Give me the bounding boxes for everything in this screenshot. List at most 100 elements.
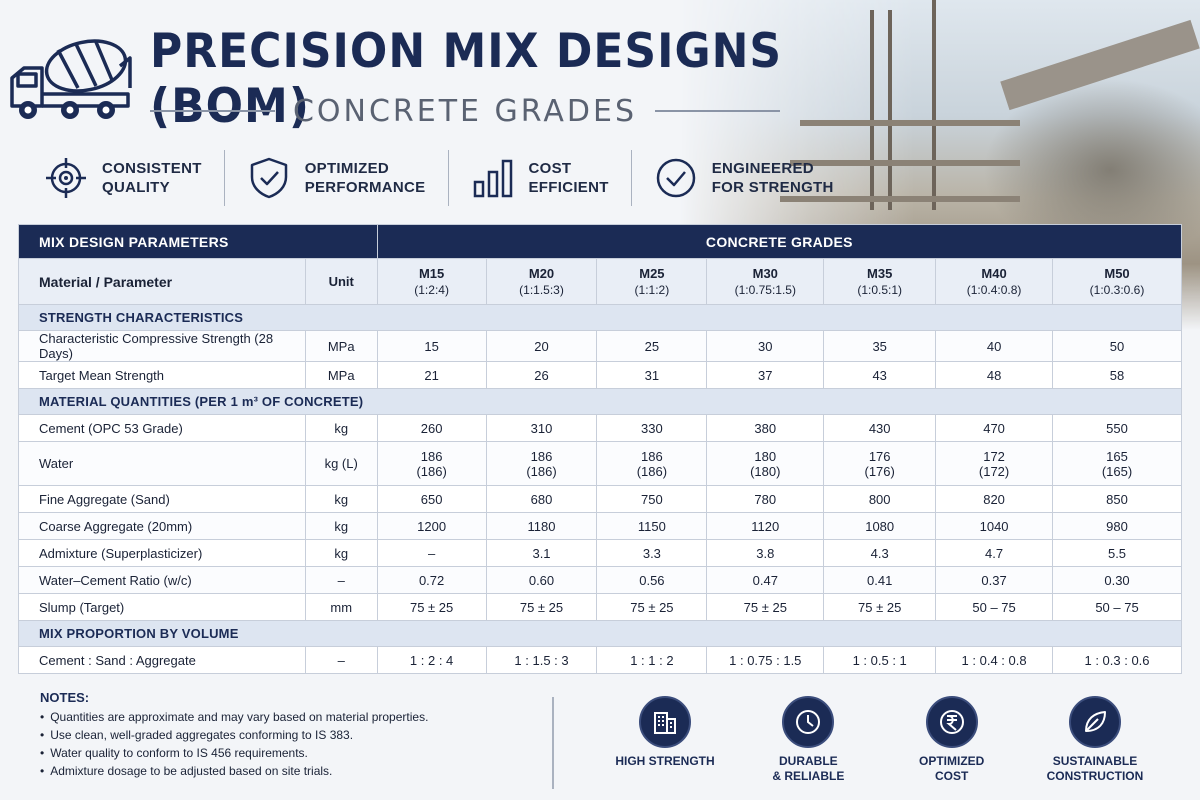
value-cell: 800 bbox=[823, 485, 937, 513]
subtitle-row: CONCRETE GRADES bbox=[150, 93, 780, 129]
unit-cell: kg bbox=[304, 512, 378, 540]
badge-optimized-cost: OPTIMIZED COST bbox=[887, 696, 1017, 784]
grade-header-m40: M40 (1:0.4:0.8) bbox=[935, 258, 1054, 305]
unit-cell: kg bbox=[304, 539, 378, 567]
value-cell: 260 bbox=[376, 414, 487, 442]
value-cell: 37 bbox=[706, 361, 825, 389]
mixer-truck-logo bbox=[8, 28, 133, 123]
value-cell: 20 bbox=[485, 330, 598, 362]
section-title: MIX PROPORTION BY VOLUME bbox=[18, 620, 1182, 647]
value-cell: 1040 bbox=[935, 512, 1054, 540]
value-cell: 186 (186) bbox=[485, 441, 598, 486]
leaf-icon bbox=[1068, 696, 1121, 748]
value-cell: 26 bbox=[485, 361, 598, 389]
value-cell: 680 bbox=[485, 485, 598, 513]
value-cell: 75 ± 25 bbox=[485, 593, 598, 621]
notes-title: NOTES: bbox=[40, 690, 90, 705]
page-title: PRECISION MIX DESIGNS (BOM) bbox=[150, 23, 783, 135]
subtitle-rule-right bbox=[655, 110, 780, 112]
value-cell: 186 (186) bbox=[376, 441, 487, 486]
header-concrete-grades: CONCRETE GRADES bbox=[376, 224, 1183, 259]
value-cell: 1200 bbox=[376, 512, 487, 540]
value-cell: 1180 bbox=[485, 512, 598, 540]
grade-ratio: (1:0.4:0.8) bbox=[966, 282, 1022, 297]
value-cell: 980 bbox=[1052, 512, 1182, 540]
grade-name: M30 bbox=[752, 265, 778, 281]
value-cell: 310 bbox=[485, 414, 598, 442]
value-cell: 0.72 bbox=[376, 566, 487, 594]
value-cell: 21 bbox=[376, 361, 487, 389]
parameter-cell: Slump (Target) bbox=[18, 593, 306, 621]
table-row: Admixture (Superplasticizer) kg –3.1 3.3 3.8… bbox=[18, 539, 1182, 567]
clock-icon bbox=[782, 696, 835, 748]
value-cell: 0.41 bbox=[823, 566, 937, 594]
value-cell: 75 ± 25 bbox=[376, 593, 487, 621]
parameter-cell: Characteristic Compressive Strength (28 … bbox=[18, 330, 306, 362]
value-cell: 4.7 bbox=[935, 539, 1054, 567]
grade-name: M35 bbox=[867, 265, 893, 281]
value-cell: 780 bbox=[706, 485, 825, 513]
unit-cell: mm bbox=[304, 593, 378, 621]
unit-cell: – bbox=[304, 566, 378, 594]
section-title: STRENGTH CHARACTERISTICS bbox=[18, 304, 1182, 331]
parameter-cell: Cement : Sand : Aggregate bbox=[18, 646, 306, 674]
table-row: Cement (OPC 53 Grade) kg 260 310 330 380 430 47… bbox=[18, 414, 1182, 442]
note-item: Use clean, well-graded aggregates confor… bbox=[40, 728, 520, 742]
parameter-cell: Target Mean Strength bbox=[18, 361, 306, 389]
target-icon bbox=[46, 158, 86, 198]
grade-ratio: (1:2:4) bbox=[414, 282, 449, 297]
grade-ratio: (1:1.5:3) bbox=[519, 282, 564, 297]
badge-label: DURABLE & RELIABLE bbox=[772, 754, 845, 783]
table-row: Water kg (L) 186 (186) 186 (186) 186 (186) 18… bbox=[18, 441, 1182, 486]
value-cell: 0.60 bbox=[485, 566, 598, 594]
value-cell: 4.3 bbox=[823, 539, 937, 567]
section-title: MATERIAL QUANTITIES (PER 1 m³ OF CONCRET… bbox=[18, 388, 1182, 415]
unit-cell: – bbox=[304, 646, 378, 674]
feature-cost-efficient: COST EFFICIENT bbox=[447, 150, 631, 206]
value-cell: 48 bbox=[935, 361, 1054, 389]
value-cell: 3.8 bbox=[706, 539, 825, 567]
value-cell: 550 bbox=[1052, 414, 1182, 442]
grade-header-m25: M25 (1:1:2) bbox=[596, 258, 708, 305]
page-subtitle: CONCRETE GRADES bbox=[292, 93, 638, 129]
notes-list: Quantities are approximate and may vary … bbox=[40, 710, 520, 778]
unit-cell: kg (L) bbox=[304, 441, 378, 486]
unit-cell: kg bbox=[304, 414, 378, 442]
badge-label: HIGH STRENGTH bbox=[615, 754, 715, 768]
value-cell: 176 (176) bbox=[823, 441, 937, 486]
value-cell: 1 : 0.3 : 0.6 bbox=[1052, 646, 1182, 674]
grade-name: M40 bbox=[981, 265, 1007, 281]
value-cell: 3.1 bbox=[485, 539, 598, 567]
table-row: Fine Aggregate (Sand) kg 650 680 750 780 800 82… bbox=[18, 485, 1182, 513]
value-cell: 0.56 bbox=[596, 566, 708, 594]
value-cell: 15 bbox=[376, 330, 487, 362]
feature-label: OPTIMIZED PERFORMANCE bbox=[304, 160, 426, 196]
building-icon bbox=[639, 696, 691, 748]
value-cell: 1 : 0.5 : 1 bbox=[823, 646, 937, 674]
value-cell: 1 : 2 : 4 bbox=[376, 646, 487, 674]
badge-durable-reliable: DURABLE & RELIABLE bbox=[743, 696, 873, 784]
grade-ratio: (1:0.3:0.6) bbox=[1089, 282, 1145, 297]
section-header-row: STRENGTH CHARACTERISTICS bbox=[18, 304, 1182, 331]
grade-ratio: (1:0.75:1.5) bbox=[734, 282, 796, 297]
col-material-parameter: Material / Parameter bbox=[18, 258, 306, 305]
badge-label: OPTIMIZED COST bbox=[918, 754, 985, 783]
table-row: Slump (Target) mm 75 ± 25 75 ± 25 75 ± 25 75 … bbox=[18, 593, 1182, 621]
value-cell: 43 bbox=[823, 361, 937, 389]
grade-header-m15: M15 (1:2:4) bbox=[376, 258, 487, 305]
value-cell: 50 – 75 bbox=[935, 593, 1054, 621]
value-cell: 40 bbox=[935, 330, 1054, 362]
value-cell: 0.37 bbox=[935, 566, 1054, 594]
value-cell: 75 ± 25 bbox=[823, 593, 937, 621]
col-unit: Unit bbox=[304, 258, 378, 305]
value-cell: 1 : 0.4 : 0.8 bbox=[935, 646, 1054, 674]
parameter-cell: Cement (OPC 53 Grade) bbox=[18, 414, 306, 442]
value-cell: – bbox=[376, 539, 487, 567]
value-cell: 1 : 0.75 : 1.5 bbox=[706, 646, 825, 674]
feature-label: COST EFFICIENT bbox=[528, 160, 609, 196]
grade-header-m30: M30 (1:0.75:1.5) bbox=[706, 258, 825, 305]
parameter-cell: Water–Cement Ratio (w/c) bbox=[18, 566, 306, 594]
parameter-cell: Water bbox=[18, 441, 306, 486]
grade-header-m35: M35 (1:0.5:1) bbox=[823, 258, 937, 305]
